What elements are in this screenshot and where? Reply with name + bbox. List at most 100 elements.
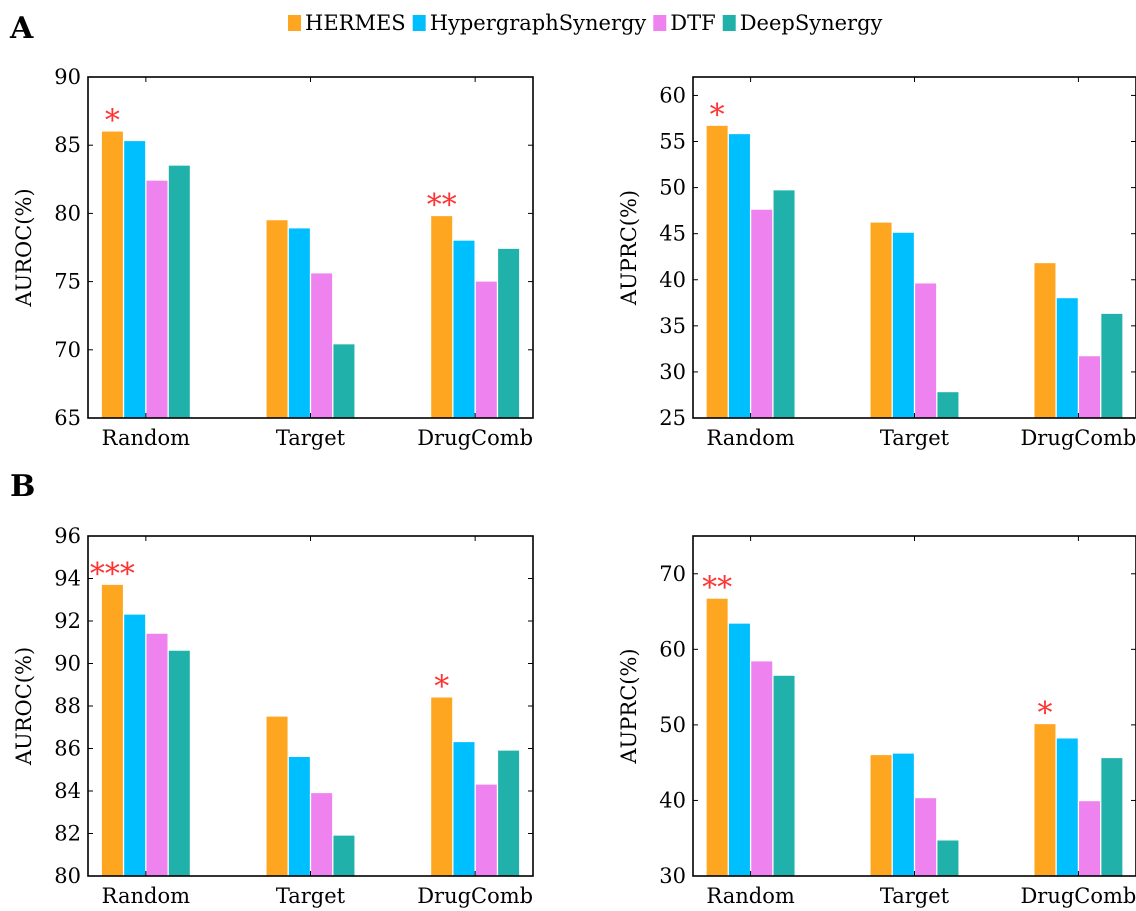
y-tick-label-60: 60 (659, 83, 686, 107)
y-tick-label-88: 88 (54, 694, 81, 718)
significance-drugcomb: * (434, 670, 449, 705)
bar-deepsynergy-target (333, 344, 355, 418)
y-tick-label-75: 75 (54, 270, 81, 294)
y-tick-label-50: 50 (659, 176, 686, 200)
bar-deepsynergy-target (937, 840, 959, 876)
y-tick-label-85: 85 (54, 133, 81, 157)
bar-dtf-target (311, 793, 333, 876)
y-tick-label-90: 90 (54, 65, 81, 89)
bar-deepsynergy-random (773, 675, 795, 876)
bar-dtf-target (311, 273, 333, 418)
bar-deepsynergy-random (773, 190, 795, 418)
bar-hypergraphsynergy-random (728, 623, 750, 876)
bar-hermes-target (870, 755, 892, 876)
x-tick-label-random: Random (102, 884, 190, 908)
y-tick-label-80: 80 (54, 201, 81, 225)
y-axis-label: AUROC(%) (12, 647, 36, 766)
y-tick-label-25: 25 (659, 406, 686, 430)
bar-hypergraphsynergy-drugcomb (453, 742, 475, 876)
x-tick-label-target: Target (276, 884, 346, 908)
y-tick-label-70: 70 (54, 338, 81, 362)
y-tick-label-80: 80 (54, 864, 81, 888)
bar-deepsynergy-drugcomb (1101, 313, 1123, 418)
bar-deepsynergy-random (168, 165, 190, 418)
panel-label-b: B (10, 469, 35, 504)
bar-hermes-drugcomb (431, 697, 453, 876)
bar-dtf-random (146, 633, 168, 876)
bar-hypergraphsynergy-target (288, 228, 310, 418)
bar-hypergraphsynergy-random (728, 134, 750, 418)
legend-label-hermes: HERMES (305, 11, 406, 35)
bar-hypergraphsynergy-target (288, 757, 310, 876)
bar-hermes-target (266, 716, 288, 876)
y-tick-label-40: 40 (659, 268, 686, 292)
bar-hypergraphsynergy-random (124, 141, 146, 418)
bar-deepsynergy-drugcomb (1101, 758, 1123, 876)
bar-hypergraphsynergy-random (124, 614, 146, 876)
significance-random: * (710, 98, 725, 133)
bar-deepsynergy-random (168, 650, 190, 876)
x-tick-label-target: Target (276, 426, 346, 450)
legend-label-hypergraphsynergy: HypergraphSynergy (430, 11, 647, 35)
chart-a-auroc--0: * Random Target ** DrugComb 65 70 75 80 85 90 AUROC… (12, 65, 534, 450)
y-tick-label-84: 84 (54, 779, 81, 803)
legend: HERMES HypergraphSynergy DTF DeepSynergy (288, 11, 883, 35)
x-tick-label-random: Random (706, 884, 794, 908)
bar-hypergraphsynergy-target (892, 232, 914, 418)
significance-drugcomb: ** (427, 188, 457, 223)
panel-label-a: A (9, 11, 34, 46)
y-tick-label-86: 86 (54, 737, 81, 761)
bar-hermes-random (101, 131, 123, 418)
x-tick-label-target: Target (880, 884, 950, 908)
bar-hermes-target (870, 222, 892, 418)
x-tick-label-drugcomb: DrugComb (1020, 426, 1136, 450)
bar-hermes-drugcomb (1034, 263, 1056, 418)
legend-label-dtf: DTF (670, 11, 715, 35)
chart-a-auprc--1: * Random Target DrugComb 25 30 35 40 45 50 55 60 AUP… (617, 76, 1136, 450)
x-tick-label-drugcomb: DrugComb (417, 884, 533, 908)
legend-label-deepsynergy: DeepSynergy (740, 11, 883, 35)
bar-dtf-random (751, 661, 773, 876)
bar-hermes-random (706, 598, 728, 876)
bar-dtf-drugcomb (1079, 801, 1101, 876)
bar-hypergraphsynergy-drugcomb (453, 240, 475, 418)
y-tick-label-70: 70 (659, 562, 686, 586)
bar-dtf-random (146, 180, 168, 418)
bar-hypergraphsynergy-drugcomb (1056, 738, 1078, 876)
bar-hypergraphsynergy-drugcomb (1056, 298, 1078, 418)
bar-deepsynergy-drugcomb (498, 248, 520, 418)
legend-swatch-deepsynergy (722, 15, 736, 31)
bar-deepsynergy-target (333, 835, 355, 876)
bar-dtf-random (751, 209, 773, 418)
y-tick-label-94: 94 (54, 567, 81, 591)
bar-hermes-random (706, 125, 728, 418)
y-tick-label-60: 60 (659, 637, 686, 661)
plot-frame (692, 535, 1136, 877)
y-tick-label-92: 92 (54, 609, 81, 633)
plot-frame (87, 76, 534, 419)
y-tick-label-90: 90 (54, 652, 81, 676)
y-tick-label-65: 65 (54, 406, 81, 430)
y-tick-label-45: 45 (659, 222, 686, 246)
bar-dtf-target (915, 283, 937, 418)
significance-drugcomb: * (1037, 696, 1052, 731)
bar-deepsynergy-drugcomb (498, 750, 520, 876)
x-tick-label-random: Random (102, 426, 190, 450)
bar-hermes-drugcomb (1034, 724, 1056, 876)
y-tick-label-40: 40 (659, 788, 686, 812)
significance-random: * (105, 104, 120, 139)
y-tick-label-96: 96 (54, 524, 81, 548)
y-tick-label-30: 30 (659, 864, 686, 888)
bar-deepsynergy-target (937, 392, 959, 418)
bar-dtf-drugcomb (475, 784, 497, 876)
significance-random: ** (702, 571, 732, 606)
plot-frame (692, 76, 1136, 419)
chart-b-auprc--3: ** Random Target * DrugComb 30 40 50 60 70 AUPRC(%… (617, 535, 1136, 908)
bar-dtf-drugcomb (475, 281, 497, 418)
significance-random: *** (90, 557, 135, 592)
y-tick-label-30: 30 (659, 360, 686, 384)
y-axis-label: AUPRC(%) (617, 190, 641, 306)
y-tick-label-35: 35 (659, 314, 686, 338)
bar-dtf-target (915, 798, 937, 876)
